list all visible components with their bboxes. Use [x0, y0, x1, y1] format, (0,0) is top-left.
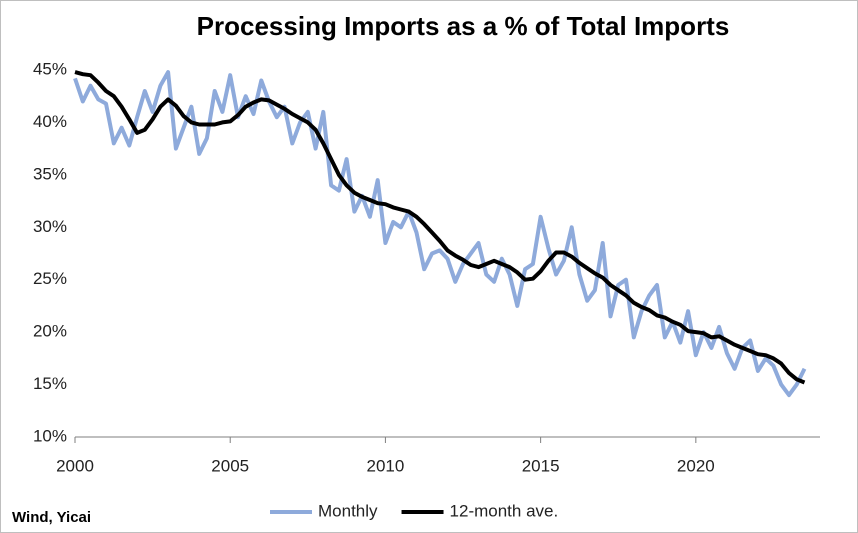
x-tick-label: 2010 — [367, 456, 405, 475]
series-line — [74, 70, 806, 385]
series-line — [73, 70, 807, 398]
y-tick-label: 10% — [33, 426, 67, 445]
y-tick-label: 35% — [33, 164, 67, 183]
y-tick-label: 45% — [33, 59, 67, 78]
y-tick-label: 15% — [33, 374, 67, 393]
chart-title: Processing Imports as a % of Total Impor… — [197, 11, 730, 41]
legend-label: 12-month ave. — [450, 501, 559, 520]
legend-label: Monthly — [318, 501, 378, 520]
y-tick-label: 30% — [33, 217, 67, 236]
x-tick-label: 2020 — [677, 456, 715, 475]
source: Wind, Yicai — [12, 509, 91, 526]
x-tick-label: 2000 — [56, 456, 94, 475]
y-tick-label: 25% — [33, 269, 67, 288]
y-tick-label: 20% — [33, 322, 67, 341]
x-tick-label: 2005 — [211, 456, 249, 475]
y-tick-label: 40% — [33, 112, 67, 131]
x-tick-label: 2015 — [522, 456, 560, 475]
